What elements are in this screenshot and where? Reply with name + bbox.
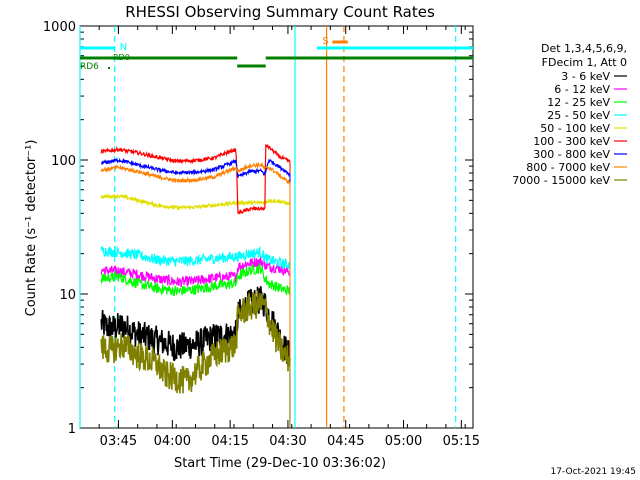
- legend-label: 800 - 7000 keV: [526, 161, 610, 174]
- y-tick-label: 100: [51, 154, 76, 169]
- series-line: [100, 262, 290, 297]
- legend-label: 3 - 6 keV: [561, 70, 610, 83]
- y-tick-label: 1: [68, 422, 76, 437]
- series-line: [100, 257, 291, 287]
- x-tick-label: 05:00: [385, 434, 422, 449]
- series-line: [100, 144, 291, 215]
- flag-label-rd6: RD6: [80, 62, 99, 72]
- flag-label: S: [322, 36, 328, 47]
- legend-header-1: Det 1,3,4,5,6,9,: [541, 42, 627, 55]
- flag-dot: [108, 67, 110, 69]
- legend-label: 7000 - 15000 keV: [512, 174, 610, 187]
- series-line: [100, 245, 291, 270]
- series-line: [100, 161, 291, 186]
- chart-title: RHESSI Observing Summary Count Rates: [125, 3, 435, 21]
- footer-timestamp: 17-Oct-2021 19:45: [551, 467, 636, 477]
- x-tick-label: 04:00: [154, 434, 191, 449]
- legend-label: 25 - 50 keV: [547, 109, 610, 122]
- legend-label: 12 - 25 keV: [547, 96, 610, 109]
- plot-area: 1 10 100 1000 03:45 04:00 04:15 04:30 04:45 05:00…: [43, 20, 480, 449]
- x-tick-label: 03:45: [100, 434, 137, 449]
- legend-label: 100 - 300 keV: [533, 135, 610, 148]
- x-tick-label: 05:15: [443, 434, 480, 449]
- flag-label: N: [120, 42, 127, 53]
- x-tick-label: 04:30: [269, 434, 306, 449]
- series-line: [100, 192, 291, 211]
- y-tick-label: 1000: [43, 20, 76, 35]
- flag-label-rd0: RD0: [113, 53, 130, 62]
- x-tick-label: 04:45: [327, 434, 364, 449]
- legend-label: 6 - 12 keV: [554, 83, 610, 96]
- y-tick-label: 10: [59, 288, 76, 303]
- legend-label: 300 - 800 keV: [533, 148, 610, 161]
- series-line: [100, 290, 291, 394]
- legend-label: 50 - 100 keV: [540, 122, 610, 135]
- series-line: [100, 157, 291, 178]
- legend-header-2: FDecim 1, Att 0: [542, 56, 627, 69]
- x-axis-label: Start Time (29-Dec-10 03:36:02): [174, 456, 386, 471]
- x-tick-label: 04:15: [211, 434, 248, 449]
- y-axis-label: Count Rate (s⁻¹ detector⁻¹): [24, 140, 39, 317]
